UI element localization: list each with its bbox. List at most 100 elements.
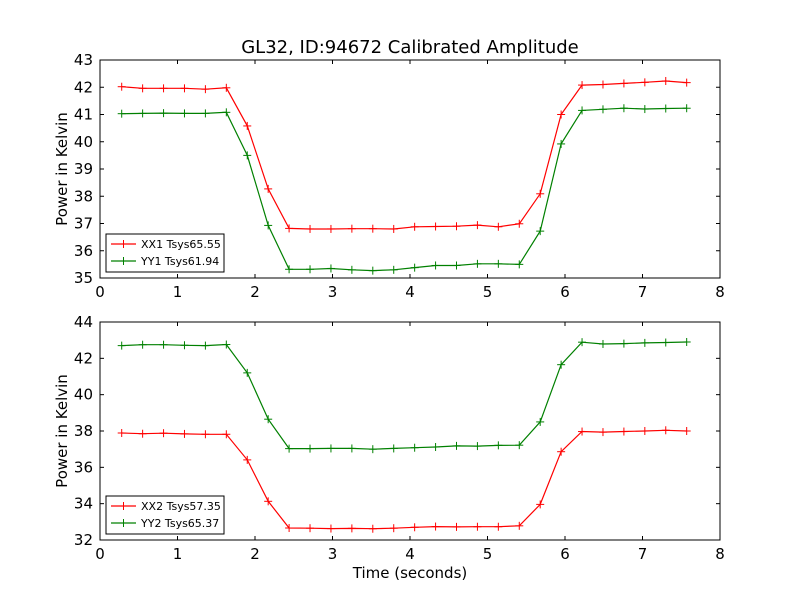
data-point [598,339,607,348]
x-tick-label: 5 [483,283,493,301]
data-point [117,341,126,350]
data-point [326,264,335,273]
data-point [138,340,147,349]
data-point [326,444,335,453]
data-point [494,441,503,450]
data-point [243,121,252,130]
data-point [452,222,461,231]
data-point [159,340,168,349]
data-point [159,429,168,438]
data-point [222,108,231,117]
data-point [117,428,126,437]
y-axis-label: Power in Kelvin [53,374,71,488]
y-tick-label: 37 [74,215,93,233]
data-point [661,338,670,347]
data-point [682,427,691,435]
data-point [180,84,189,93]
data-point [578,338,587,347]
legend-item: XX1 Tsys65.55 [111,238,221,251]
data-point [285,444,294,453]
data-point [264,415,273,424]
data-point [515,441,524,450]
x-tick-label: 2 [250,283,260,301]
x-tick-label: 6 [560,545,570,563]
data-point [578,427,587,436]
data-point [201,109,210,118]
data-point [201,85,210,94]
data-point [431,442,440,451]
data-point [138,429,147,438]
x-tick-label: 6 [560,283,570,301]
series-2 [117,337,691,454]
y-tick-label: 41 [74,106,93,124]
data-point [368,445,377,454]
series-line [121,429,687,530]
y-tick-label: 39 [74,160,93,178]
x-tick-label: 1 [173,545,183,563]
legend-item: XX2 Tsys57.35 [111,500,221,513]
data-point [515,521,524,530]
y-tick-label: 36 [74,458,93,476]
data-point [201,341,210,350]
x-tick-label: 7 [638,545,648,563]
data-point [306,265,315,274]
data-point [264,497,273,506]
x-tick-label: 0 [95,283,105,301]
data-point [557,360,566,369]
data-point [285,224,294,233]
data-point [494,522,503,531]
y-tick-label: 38 [74,422,93,440]
data-point [515,260,524,269]
subplot-1: 0 1 2 3 4 5 6 7 8 35 36 37 38 39 40 41 42 43 Power in Kelv… [53,51,725,301]
data-point [682,104,691,113]
data-point [243,455,252,464]
data-point [138,109,147,118]
data-point [306,524,315,533]
figure-title: GL32, ID:94672 Calibrated Amplitude [241,37,579,58]
data-point [452,522,461,531]
data-point [410,222,419,231]
y-tick-label: 38 [74,187,93,205]
legend-box [105,233,225,273]
data-point [410,523,419,532]
data-point [640,105,649,114]
data-point [598,105,607,114]
legend-label: XX2 Tsys57.35 [141,500,221,513]
data-point [557,139,566,148]
data-point [536,417,545,426]
data-point [619,339,628,348]
legend-item: YY1 Tsys61.94 [111,255,219,268]
legend-label: YY2 Tsys65.37 [140,517,219,530]
y-tick-label: 32 [74,531,93,549]
data-point [578,81,587,90]
data-point [368,266,377,275]
data-point [159,84,168,93]
y-tick-label: 36 [74,242,93,260]
data-point [243,368,252,377]
data-point [431,261,440,270]
y-axis-label: Power in Kelvin [53,112,71,226]
data-point [536,500,545,509]
data-point [536,189,545,198]
x-axis-label: Time (seconds) [352,564,468,582]
data-point [222,340,231,349]
data-point [619,427,628,436]
data-point [326,224,335,233]
series-line [121,341,687,450]
x-tick-label: 3 [328,545,338,563]
y-tick-label: 40 [74,386,93,404]
x-tick-label: 8 [715,283,725,301]
data-point [347,444,356,453]
data-point [494,222,503,231]
data-point [661,76,670,85]
y-tick-label: 44 [74,313,93,331]
legend-label: YY1 Tsys61.94 [140,255,219,268]
data-point [410,263,419,272]
series-line [121,80,687,230]
x-tick-label: 7 [638,283,648,301]
x-tick-label: 4 [405,283,415,301]
data-point [473,442,482,451]
data-point [347,265,356,274]
data-point [306,444,315,453]
